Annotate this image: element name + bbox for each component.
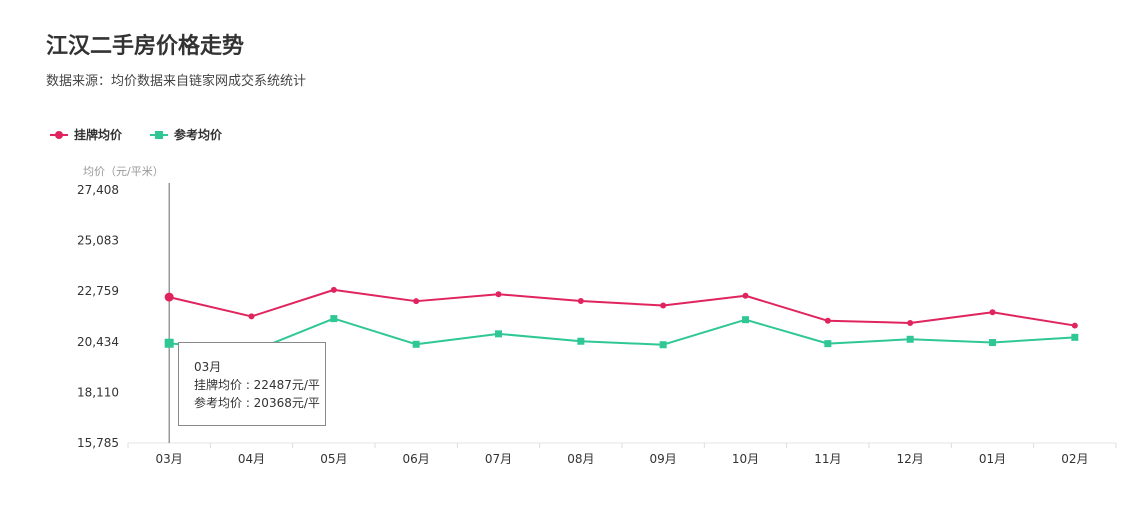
- x-tick-label: 04月: [238, 452, 265, 466]
- data-point: [164, 292, 174, 302]
- series-line: [169, 317, 1075, 353]
- legend-marker-reference: [150, 129, 169, 141]
- data-point: [577, 297, 584, 304]
- x-tick-label: 09月: [650, 452, 677, 466]
- x-tick-label: 05月: [320, 452, 347, 466]
- y-tick-label: 18,110: [77, 385, 119, 399]
- data-point: [330, 286, 337, 293]
- data-point: [248, 313, 255, 320]
- x-tick-label: 07月: [485, 452, 512, 466]
- data-point: [660, 302, 667, 309]
- data-point: [659, 341, 667, 349]
- x-tick-label: 12月: [897, 452, 924, 466]
- x-tick-label: 10月: [732, 452, 759, 466]
- data-point: [742, 292, 749, 299]
- series-line: [168, 288, 1075, 327]
- y-tick-label: 27,408: [77, 183, 119, 197]
- data-point: [413, 298, 420, 305]
- y-axis-label: 均价（元/平米）: [83, 165, 164, 178]
- tooltip-line-reference: 参考均价 : 20368元/平: [194, 396, 320, 410]
- y-tick-label: 15,785: [77, 436, 119, 450]
- legend: 挂牌均价 参考均价: [50, 126, 222, 143]
- data-point: [164, 338, 174, 348]
- legend-label-reference: 参考均价: [174, 128, 223, 142]
- data-point: [907, 319, 914, 326]
- data-point: [989, 339, 996, 347]
- tooltip-category: 03月: [194, 360, 222, 374]
- tooltip: 03月 挂牌均价 : 22487元/平 参考均价 : 20368元/平: [178, 342, 326, 426]
- data-point: [577, 337, 585, 345]
- data-point: [495, 291, 502, 298]
- legend-marker-listing: [50, 129, 68, 141]
- data-point: [1071, 322, 1078, 329]
- y-tick-label: 20,434: [77, 335, 119, 349]
- y-tick-label: 25,083: [77, 234, 119, 248]
- data-point: [742, 316, 749, 324]
- chart-title: 江汉二手房价格走势: [46, 34, 245, 59]
- x-tick-label: 03月: [156, 452, 183, 466]
- data-point: [330, 315, 338, 323]
- legend-label-listing: 挂牌均价: [74, 128, 123, 142]
- x-tick-label: 11月: [814, 452, 841, 466]
- data-point: [1071, 333, 1079, 341]
- y-tick-label: 22,759: [77, 284, 119, 298]
- data-point: [824, 340, 832, 348]
- x-tick-label: 08月: [567, 452, 594, 466]
- legend-item-listing[interactable]: 挂牌均价: [50, 126, 122, 143]
- chart-subtitle: 数据来源：均价数据来自链家网成交系统统计: [46, 74, 307, 89]
- x-tick-label: 01月: [979, 452, 1006, 466]
- legend-item-reference[interactable]: 参考均价: [150, 126, 222, 143]
- data-point: [495, 330, 502, 338]
- x-tick-label: 02月: [1061, 452, 1088, 466]
- data-point: [906, 335, 914, 343]
- data-point: [989, 309, 996, 316]
- data-point: [824, 317, 831, 324]
- tooltip-line-listing: 挂牌均价 : 22487元/平: [194, 378, 320, 392]
- data-point: [412, 340, 420, 348]
- x-tick-label: 06月: [403, 452, 430, 466]
